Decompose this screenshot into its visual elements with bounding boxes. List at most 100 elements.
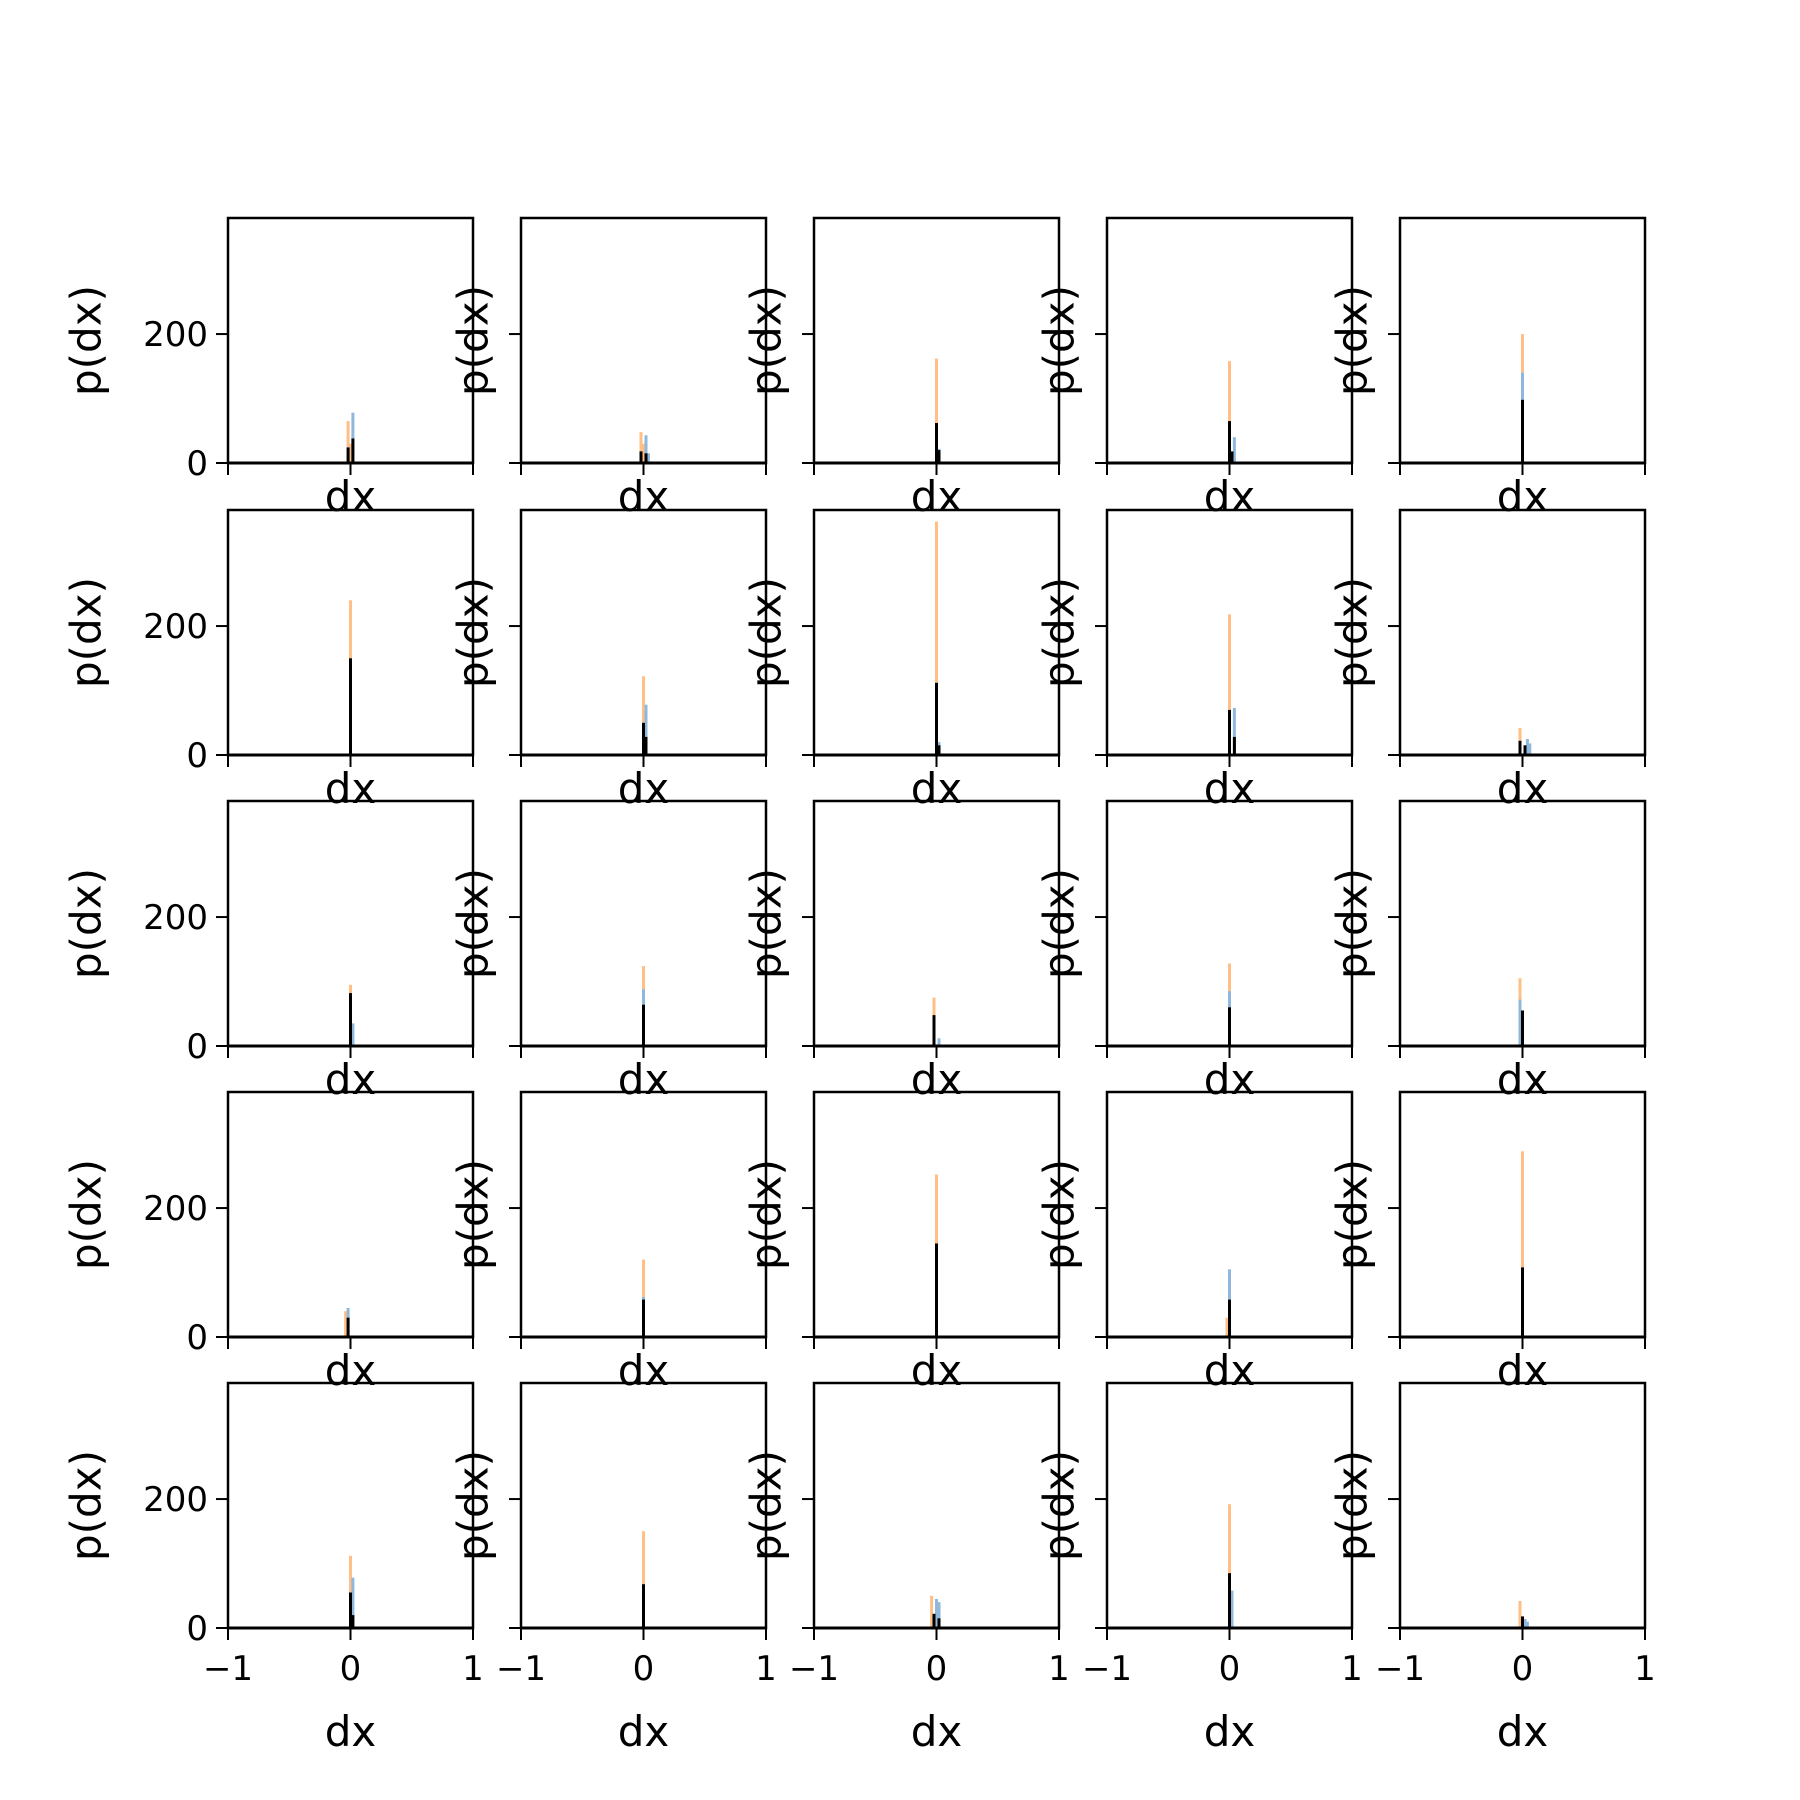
bar-b-1: [642, 443, 645, 463]
bar-c-0: [1521, 1616, 1524, 1628]
bar-b-0: [344, 1311, 348, 1337]
bar-b-1: [349, 443, 352, 463]
bar-c-0: [642, 1584, 645, 1628]
subplot-r2-c1: dx p(dx): [449, 799, 768, 1104]
y-tick-label: 200: [143, 898, 208, 938]
bar-a-0: [1232, 707, 1236, 755]
x-axis-label: dx: [325, 472, 377, 521]
subplot-r1-c4: dx p(dx): [1328, 508, 1647, 813]
x-tick-label: 1: [1341, 1649, 1363, 1689]
bar-c-0: [346, 447, 350, 463]
x-axis-label: dx: [1497, 1346, 1549, 1395]
x-axis-label: dx: [1497, 472, 1549, 521]
y-axis-label: p(dx): [1035, 1450, 1084, 1561]
bar-c-1: [644, 453, 648, 463]
x-axis-label: dx: [618, 1707, 670, 1756]
bar-c-0: [642, 722, 645, 755]
bar-c-0: [935, 1243, 938, 1337]
subplot-r3-c2: dx p(dx): [742, 1090, 1061, 1395]
subplot-r4-c1: −1 0 1 dx p(dx): [449, 1381, 777, 1756]
bar-b-0: [642, 676, 645, 755]
bar-c-0: [1228, 1007, 1231, 1046]
bar-c-0: [1228, 1299, 1231, 1337]
bar-c-1: [1523, 745, 1527, 755]
x-tick-label: 1: [755, 1649, 777, 1689]
x-tick-label: −1: [203, 1649, 253, 1689]
y-axis-label: p(dx): [1328, 285, 1377, 396]
bar-b-0: [930, 1595, 934, 1628]
bar-a-0: [351, 412, 355, 463]
x-axis-label: dx: [911, 1055, 963, 1104]
y-axis-label: p(dx): [62, 868, 111, 979]
y-tick-label: 0: [186, 444, 208, 484]
subplot-r1-c2: dx p(dx): [742, 508, 1061, 813]
y-axis-label: p(dx): [449, 285, 498, 396]
x-axis-label: dx: [325, 1346, 377, 1395]
y-tick-label: 200: [143, 1189, 208, 1229]
bar-a-0: [351, 1023, 355, 1046]
bar-a-0: [1518, 999, 1522, 1046]
y-axis-label: p(dx): [1035, 285, 1084, 396]
x-axis-label: dx: [1497, 764, 1549, 813]
bar-c-1: [1230, 451, 1234, 463]
x-axis-label: dx: [618, 472, 670, 521]
y-axis-label: p(dx): [62, 285, 111, 396]
bar-b-0: [1518, 1600, 1522, 1628]
bar-b-0: [1228, 1504, 1231, 1628]
subplot-r0-c2: dx p(dx): [742, 216, 1061, 521]
bar-c-0: [1521, 1267, 1524, 1337]
bar-c-0: [349, 658, 352, 755]
bar-c-0: [642, 1004, 645, 1046]
bar-c-0: [349, 993, 352, 1046]
x-axis-label: dx: [325, 764, 377, 813]
subplot-r4-c3: −1 0 1 dx p(dx): [1035, 1381, 1363, 1756]
x-tick-label: 0: [633, 1649, 655, 1689]
y-tick-label: 200: [143, 1480, 208, 1520]
bar-a-1: [646, 453, 650, 463]
x-axis-label: dx: [1204, 1055, 1256, 1104]
x-axis-label: dx: [1204, 764, 1256, 813]
bar-a-0: [644, 435, 648, 463]
x-axis-label: dx: [1204, 1707, 1256, 1756]
subplot-r0-c4: dx p(dx): [1328, 216, 1647, 521]
bar-a-1: [1525, 1621, 1529, 1628]
y-axis-label: p(dx): [1035, 868, 1084, 979]
x-axis-label: dx: [1497, 1055, 1549, 1104]
y-axis-label: p(dx): [742, 868, 791, 979]
y-axis-label: p(dx): [742, 285, 791, 396]
y-tick-label: 0: [186, 1609, 208, 1649]
x-tick-label: 0: [340, 1649, 362, 1689]
x-axis-label: dx: [325, 1707, 377, 1756]
bar-c-0: [1228, 709, 1231, 755]
y-axis-label: p(dx): [1328, 1450, 1377, 1561]
y-tick-label: 0: [186, 736, 208, 776]
y-axis-label: p(dx): [742, 1450, 791, 1561]
subplot-r3-c0: 0 200 dx p(dx): [62, 1090, 475, 1395]
y-tick-label: 0: [186, 1027, 208, 1067]
bar-a-0: [1523, 1619, 1527, 1628]
bar-b-0: [349, 1555, 352, 1628]
y-axis-label: p(dx): [1035, 577, 1084, 688]
y-axis-label: p(dx): [449, 868, 498, 979]
bar-c-0: [346, 1317, 350, 1337]
subplot-r2-c4: dx p(dx): [1328, 799, 1647, 1104]
bar-c-0: [935, 423, 938, 463]
y-axis-label: p(dx): [449, 1159, 498, 1270]
bar-b-0: [346, 421, 350, 463]
x-axis-label: dx: [911, 472, 963, 521]
x-axis-label: dx: [1497, 1707, 1549, 1756]
subplot-r2-c0: 0 200 dx p(dx): [62, 799, 475, 1104]
bar-c-0: [932, 1015, 936, 1046]
bar-c-0: [1518, 740, 1522, 755]
subplot-r2-c3: dx p(dx): [1035, 799, 1354, 1104]
y-axis-label: p(dx): [449, 577, 498, 688]
subplot-r1-c1: dx p(dx): [449, 508, 768, 813]
subplot-r4-c4: −1 0 1 dx p(dx): [1328, 1381, 1656, 1756]
x-tick-label: 0: [1512, 1649, 1534, 1689]
bar-c-0: [349, 1592, 352, 1628]
subplot-r4-c2: −1 0 1 dx p(dx): [742, 1381, 1070, 1756]
subplot-r0-c1: dx p(dx): [449, 216, 768, 521]
subplot-r1-c0: 0 200 dx p(dx): [62, 508, 475, 813]
